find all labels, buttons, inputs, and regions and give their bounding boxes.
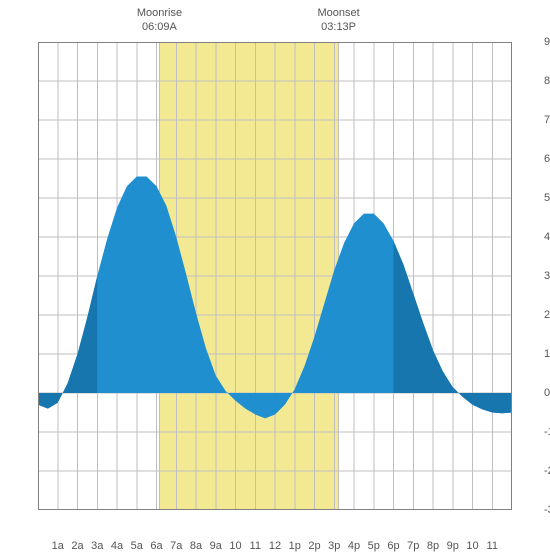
y-tick-label: 3 xyxy=(544,270,550,282)
y-tick-label: -2 xyxy=(544,465,550,477)
x-tick-label: 4a xyxy=(111,540,123,552)
x-tick-label: 8a xyxy=(190,540,202,552)
x-tick-label: 12 xyxy=(269,540,281,552)
moonset-title: Moonset xyxy=(317,6,359,20)
y-tick-label: -1 xyxy=(544,426,550,438)
x-tick-label: 4p xyxy=(348,540,360,552)
x-tick-label: 2p xyxy=(308,540,320,552)
x-tick-label: 2a xyxy=(71,540,83,552)
y-tick-label: 7 xyxy=(544,114,550,126)
x-tick-label: 8p xyxy=(427,540,439,552)
x-tick-label: 7a xyxy=(170,540,182,552)
moonrise-title: Moonrise xyxy=(137,6,182,20)
x-tick-label: 6p xyxy=(387,540,399,552)
moonrise-label: Moonrise 06:09A xyxy=(137,6,182,35)
y-tick-label: 0 xyxy=(544,387,550,399)
x-tick-label: 11 xyxy=(250,540,261,552)
y-tick-label: -3 xyxy=(544,504,550,516)
tide-chart: Moonrise 06:09A Moonset 03:13P 1a 2a 3a 4a 5… xyxy=(0,0,550,550)
plot-area xyxy=(38,42,512,510)
x-tick-label: 9a xyxy=(210,540,222,552)
moonset-time: 03:13P xyxy=(317,20,359,34)
y-tick-label: 9 xyxy=(544,36,550,48)
x-tick-label: 9p xyxy=(447,540,459,552)
x-tick-label: 5p xyxy=(368,540,380,552)
y-tick-label: 1 xyxy=(544,348,550,360)
y-tick-label: 2 xyxy=(544,309,550,321)
y-tick-label: 8 xyxy=(544,75,550,87)
y-tick-label: 4 xyxy=(544,231,550,243)
x-tick-label: 5a xyxy=(131,540,143,552)
x-tick-label: 10 xyxy=(229,540,241,552)
x-tick-label: 10 xyxy=(466,540,478,552)
moonset-label: Moonset 03:13P xyxy=(317,6,359,35)
x-tick-label: 3p xyxy=(328,540,340,552)
y-tick-label: 6 xyxy=(544,153,550,165)
x-tick-label: 3a xyxy=(91,540,103,552)
y-tick-label: 5 xyxy=(544,192,550,204)
x-tick-label: 1a xyxy=(52,540,64,552)
x-tick-label: 7p xyxy=(407,540,419,552)
moonrise-time: 06:09A xyxy=(137,20,182,34)
x-tick-label: 6a xyxy=(150,540,162,552)
x-tick-label: 11 xyxy=(487,540,498,552)
x-tick-label: 1p xyxy=(289,540,301,552)
